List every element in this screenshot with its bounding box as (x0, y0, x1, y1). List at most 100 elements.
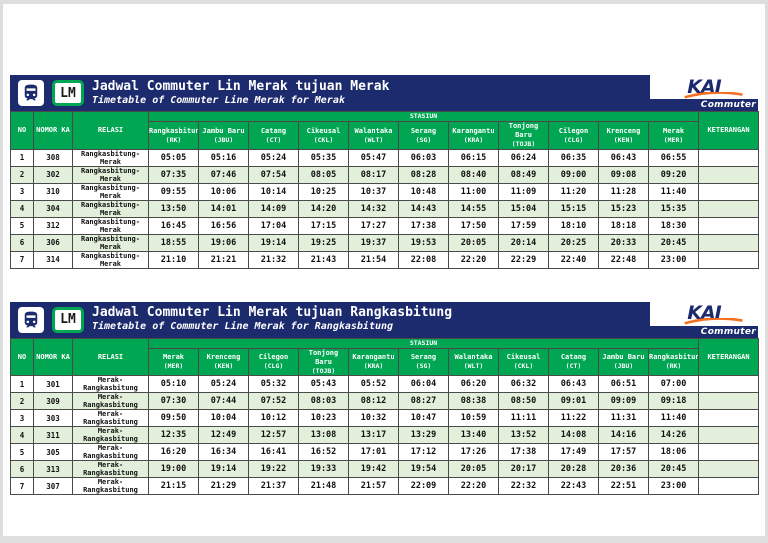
time-cell: 19:54 (398, 460, 449, 479)
time-cell: 06:43 (598, 148, 649, 167)
col-header-relasi: RELASI (72, 111, 149, 150)
time-cell: 16:20 (148, 443, 199, 462)
time-cell: 21:10 (148, 250, 199, 269)
time-cell: 11:11 (498, 409, 549, 428)
time-cell: 16:52 (298, 443, 349, 462)
relasi-cell: Merak-Rangkasbitung (72, 375, 149, 394)
time-cell: 07:52 (248, 392, 299, 411)
row-number-cell: 7 (10, 477, 34, 496)
time-cell: 13:29 (398, 426, 449, 445)
train-number-cell: 302 (33, 165, 73, 184)
time-cell: 10:25 (298, 182, 349, 201)
time-cell: 19:06 (198, 233, 249, 252)
time-cell: 05:47 (348, 148, 399, 167)
time-cell: 18:18 (598, 216, 649, 235)
time-cell: 20:28 (548, 460, 599, 479)
time-cell: 17:01 (348, 443, 399, 462)
table-row: 4 304 Rangkasbitung-Merak 13:50 14:01 14:09 14… (10, 199, 760, 218)
time-cell: 08:50 (498, 392, 549, 411)
time-cell: 14:55 (448, 199, 499, 218)
time-cell: 08:38 (448, 392, 499, 411)
time-cell: 11:09 (498, 182, 549, 201)
station-header: Walantaka (WLT) (348, 121, 399, 150)
time-cell: 21:57 (348, 477, 399, 496)
time-cell: 21:54 (348, 250, 399, 269)
time-cell: 07:54 (248, 165, 299, 184)
time-cell: 06:03 (398, 148, 449, 167)
time-cell: 10:23 (298, 409, 349, 428)
time-cell: 09:50 (148, 409, 199, 428)
col-header-no: NO (10, 337, 34, 377)
time-cell: 22:48 (598, 250, 649, 269)
kai-commuter-label: Commuter (700, 326, 756, 337)
station-header: Krenceng (KEN) (598, 121, 649, 150)
time-cell: 08:28 (398, 165, 449, 184)
keterangan-cell (698, 477, 760, 496)
keterangan-cell (698, 182, 760, 201)
title-group: Jadwal Commuter Lin Merak tujuan Rangkas… (92, 305, 453, 332)
row-number-cell: 1 (10, 148, 34, 167)
time-cell: 20:45 (647, 233, 700, 252)
time-cell: 20:45 (647, 460, 700, 479)
train-number-cell: 311 (33, 426, 73, 445)
time-cell: 23:00 (647, 250, 700, 269)
row-number-cell: 3 (10, 409, 34, 428)
time-cell: 17:50 (448, 216, 499, 235)
time-cell: 11:40 (647, 182, 700, 201)
time-cell: 08:17 (348, 165, 399, 184)
kai-swoosh-icon (684, 91, 743, 99)
train-number-cell: 301 (33, 375, 73, 394)
time-cell: 10:48 (398, 182, 449, 201)
time-cell: 14:26 (647, 426, 700, 445)
relasi-cell: Rangkasbitung-Merak (72, 199, 149, 218)
time-cell: 16:34 (198, 443, 249, 462)
table-title: Jadwal Commuter Lin Merak tujuan Rangkas… (92, 305, 453, 321)
col-header-keterangan: KETERANGAN (698, 111, 760, 150)
table-row: 2 309 Merak-Rangkasbitung 07:30 07:44 07:52 08… (10, 392, 760, 411)
row-number-cell: 6 (10, 460, 34, 479)
time-cell: 18:30 (647, 216, 700, 235)
row-number-cell: 2 (10, 392, 34, 411)
table-row: 5 312 Rangkasbitung-Merak 16:45 16:56 17:04 17… (10, 216, 760, 235)
time-cell: 06:24 (498, 148, 549, 167)
time-cell: 11:22 (548, 409, 599, 428)
kai-commuter-logo: KAI Commuter (650, 75, 758, 111)
time-cell: 10:14 (248, 182, 299, 201)
relasi-cell: Merak-Rangkasbitung (72, 460, 149, 479)
time-cell: 16:45 (148, 216, 199, 235)
keterangan-cell (698, 216, 760, 235)
time-cell: 19:25 (298, 233, 349, 252)
train-number-cell: 308 (33, 148, 73, 167)
time-cell: 22:09 (398, 477, 449, 496)
time-cell: 19:14 (198, 460, 249, 479)
station-header: Jambu Baru (JBU) (598, 347, 649, 377)
time-cell: 15:04 (498, 199, 549, 218)
time-cell: 11:31 (598, 409, 649, 428)
time-cell: 19:33 (298, 460, 349, 479)
keterangan-cell (698, 375, 760, 394)
train-number-cell: 310 (33, 182, 73, 201)
time-cell: 13:52 (498, 426, 549, 445)
time-cell: 06:04 (398, 375, 449, 394)
time-cell: 21:29 (198, 477, 249, 496)
time-cell: 09:00 (548, 165, 599, 184)
row-number-cell: 2 (10, 165, 34, 184)
station-header: Cikeusal (CKL) (498, 347, 549, 377)
time-cell: 20:05 (448, 460, 499, 479)
time-cell: 05:16 (198, 148, 249, 167)
time-cell: 18:55 (148, 233, 199, 252)
time-cell: 06:32 (498, 375, 549, 394)
train-number-cell: 304 (33, 199, 73, 218)
time-cell: 22:20 (448, 250, 499, 269)
time-cell: 06:35 (548, 148, 599, 167)
time-cell: 14:20 (298, 199, 349, 218)
kai-commuter-label: Commuter (700, 100, 756, 110)
time-cell: 22:40 (548, 250, 599, 269)
train-icon (18, 80, 44, 106)
time-cell: 07:00 (647, 375, 700, 394)
time-cell: 08:12 (348, 392, 399, 411)
col-header-nomor-ka: NOMOR KA (33, 111, 73, 150)
table-row: 5 305 Merak-Rangkasbitung 16:20 16:34 16:41 16… (10, 443, 760, 462)
time-cell: 12:57 (248, 426, 299, 445)
time-cell: 20:14 (498, 233, 549, 252)
